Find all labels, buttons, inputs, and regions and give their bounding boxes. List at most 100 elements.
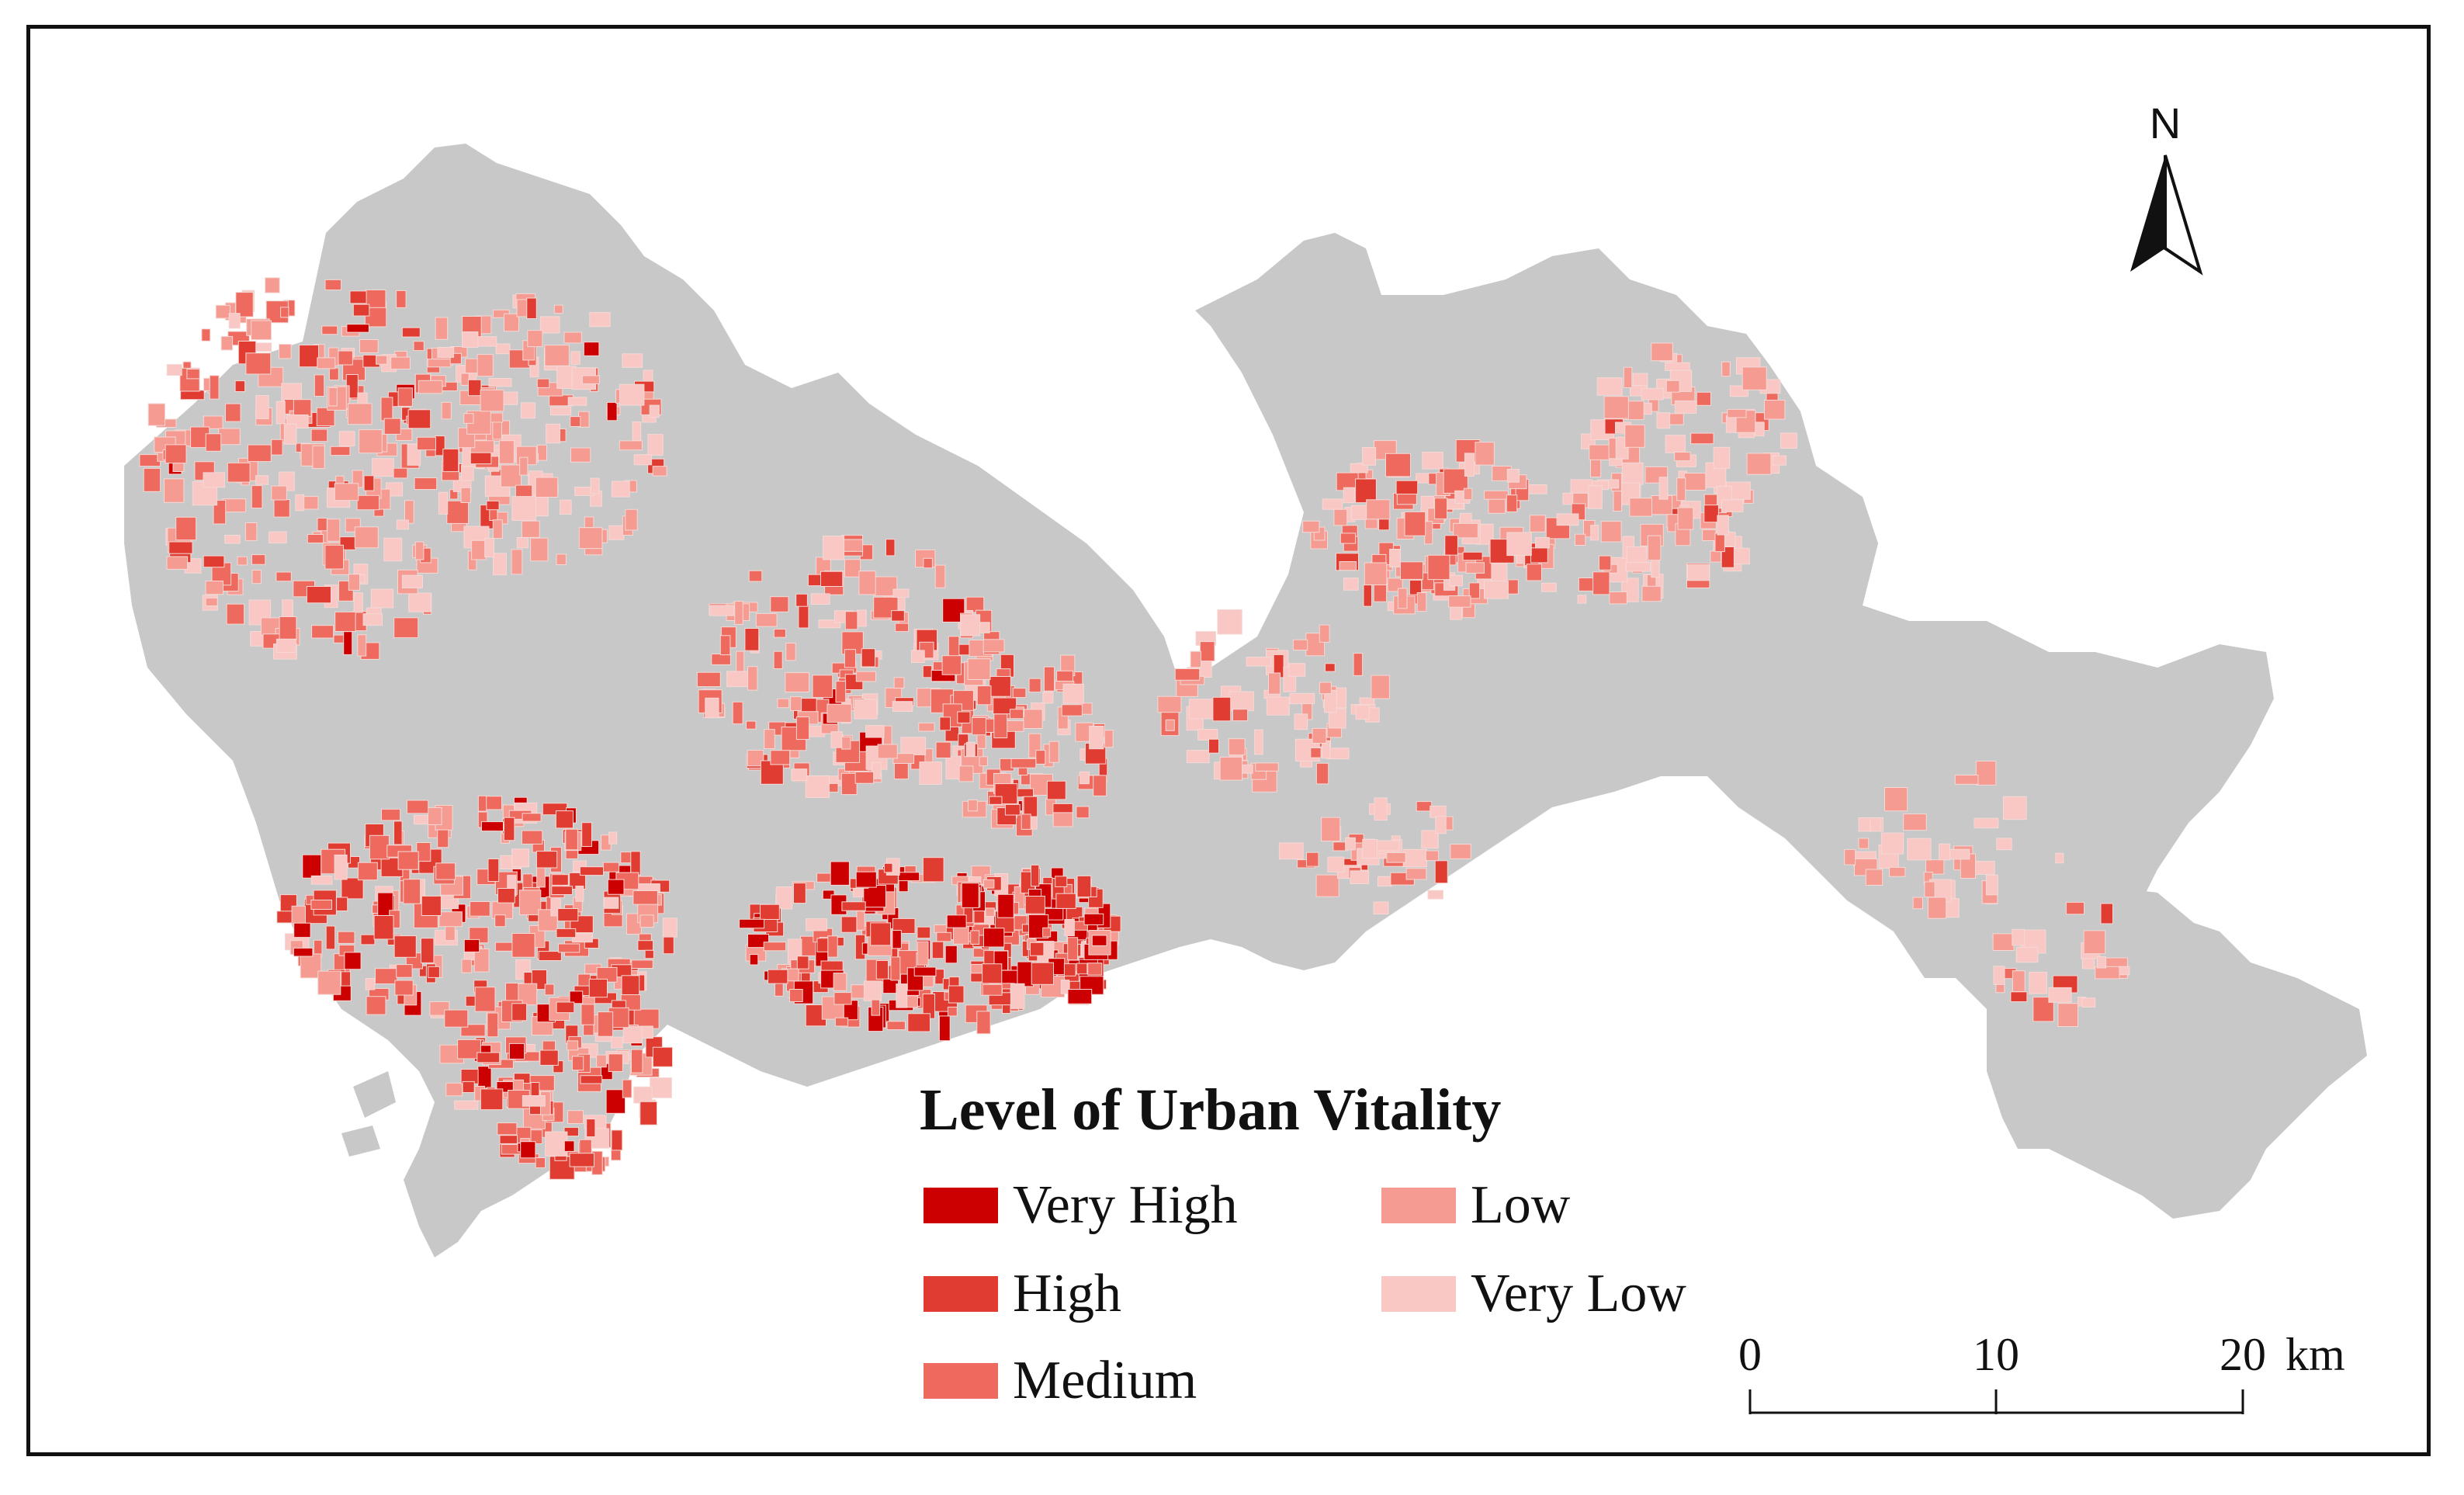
vitality-parcel bbox=[747, 666, 758, 691]
vitality-parcel bbox=[215, 304, 230, 319]
vitality-parcel bbox=[444, 1009, 469, 1028]
vitality-parcel bbox=[1268, 672, 1281, 695]
vitality-parcel bbox=[1529, 515, 1546, 532]
vitality-parcel bbox=[844, 559, 861, 578]
vitality-parcel bbox=[1889, 866, 1906, 877]
vitality-parcel bbox=[885, 539, 896, 557]
vitality-parcel bbox=[567, 397, 587, 406]
vitality-parcel bbox=[570, 416, 581, 427]
vitality-parcel bbox=[1362, 447, 1377, 466]
vitality-parcel bbox=[1400, 561, 1423, 580]
vitality-parcel bbox=[1048, 741, 1059, 763]
vitality-parcel bbox=[760, 904, 780, 920]
vitality-parcel bbox=[418, 380, 443, 394]
vitality-parcel bbox=[235, 292, 254, 317]
vitality-parcel bbox=[1017, 961, 1034, 987]
vitality-parcel bbox=[544, 345, 570, 366]
vitality-parcel bbox=[696, 671, 721, 688]
vitality-parcel bbox=[1677, 507, 1694, 530]
vitality-parcel bbox=[870, 922, 892, 946]
vitality-parcel bbox=[1746, 453, 1772, 475]
vitality-parcel bbox=[833, 992, 852, 1005]
vitality-parcel bbox=[1674, 452, 1691, 462]
vitality-parcel bbox=[1764, 400, 1786, 420]
vitality-parcel bbox=[947, 1006, 958, 1017]
vitality-parcel bbox=[421, 895, 442, 917]
vitality-parcel bbox=[438, 911, 463, 928]
vitality-parcel bbox=[536, 378, 550, 388]
vitality-parcel bbox=[1683, 473, 1707, 491]
vitality-parcel bbox=[1665, 435, 1686, 453]
vitality-parcel bbox=[1289, 692, 1315, 705]
vitality-parcel bbox=[567, 1110, 584, 1124]
vitality-parcel bbox=[293, 399, 312, 417]
vitality-parcel bbox=[1996, 838, 2012, 851]
vitality-parcel bbox=[265, 277, 280, 293]
vitality-parcel bbox=[477, 795, 487, 812]
vitality-parcel bbox=[557, 908, 579, 922]
vitality-parcel bbox=[474, 987, 496, 1012]
vitality-parcel bbox=[865, 725, 885, 738]
vitality-parcel bbox=[583, 342, 600, 356]
vitality-parcel bbox=[2015, 946, 2039, 963]
vitality-parcel bbox=[777, 698, 790, 709]
vitality-parcel bbox=[435, 862, 456, 880]
vitality-parcel bbox=[338, 350, 353, 366]
vitality-parcel bbox=[497, 1122, 518, 1136]
vitality-parcel bbox=[1010, 983, 1025, 1009]
vitality-parcel bbox=[1575, 533, 1586, 546]
vitality-parcel bbox=[393, 467, 408, 479]
vitality-parcel bbox=[321, 325, 338, 335]
vitality-parcel bbox=[1199, 641, 1215, 662]
vitality-parcel bbox=[551, 874, 569, 886]
vitality-parcel bbox=[1015, 788, 1034, 798]
vitality-parcel bbox=[461, 959, 473, 973]
vitality-parcel bbox=[401, 574, 424, 589]
vitality-parcel bbox=[606, 401, 618, 421]
vitality-parcel bbox=[438, 491, 449, 515]
vitality-parcel bbox=[1696, 391, 1712, 406]
vitality-parcel bbox=[535, 851, 558, 869]
vitality-parcel bbox=[310, 900, 332, 910]
vitality-parcel bbox=[1596, 377, 1623, 396]
vitality-parcel bbox=[1362, 839, 1378, 859]
vitality-parcel bbox=[1556, 513, 1579, 526]
vitality-parcel bbox=[539, 1049, 559, 1066]
vitality-parcel bbox=[833, 973, 847, 991]
vitality-parcel bbox=[1343, 487, 1356, 504]
north-arrow-icon bbox=[2130, 155, 2165, 272]
vitality-parcel bbox=[844, 649, 857, 668]
vitality-parcel bbox=[347, 403, 373, 425]
vitality-parcel bbox=[293, 922, 311, 938]
vitality-parcel bbox=[481, 821, 504, 832]
vitality-parcel bbox=[360, 934, 376, 945]
vitality-parcel bbox=[213, 499, 227, 525]
vitality-parcel bbox=[567, 1040, 579, 1051]
vitality-parcel bbox=[705, 697, 719, 719]
vitality-parcel bbox=[1373, 901, 1389, 914]
vitality-parcel bbox=[1865, 869, 1884, 886]
vitality-parcel bbox=[1453, 522, 1478, 539]
vitality-parcel bbox=[1623, 366, 1633, 389]
vitality-parcel bbox=[397, 387, 413, 407]
vitality-parcel bbox=[1702, 529, 1717, 541]
vitality-parcel bbox=[805, 775, 830, 798]
vitality-parcel bbox=[957, 711, 971, 723]
vitality-parcel bbox=[563, 331, 582, 344]
vitality-parcel bbox=[747, 750, 764, 767]
vitality-parcel bbox=[518, 890, 542, 916]
vitality-parcel bbox=[317, 518, 327, 532]
vitality-parcel bbox=[556, 1001, 575, 1014]
vitality-parcel bbox=[580, 1004, 595, 1025]
vitality-parcel bbox=[460, 487, 471, 503]
vitality-parcel bbox=[891, 610, 905, 622]
vitality-parcel bbox=[251, 570, 262, 584]
legend-label-medium: Medium bbox=[1013, 1351, 1197, 1410]
vitality-parcel bbox=[511, 933, 535, 958]
vitality-parcel bbox=[604, 897, 619, 909]
vitality-parcel bbox=[1325, 663, 1336, 672]
vitality-parcel bbox=[1947, 848, 1970, 860]
legend-swatch-very-high bbox=[924, 1188, 998, 1223]
vitality-parcel bbox=[493, 553, 507, 576]
vitality-parcel bbox=[1903, 813, 1927, 831]
